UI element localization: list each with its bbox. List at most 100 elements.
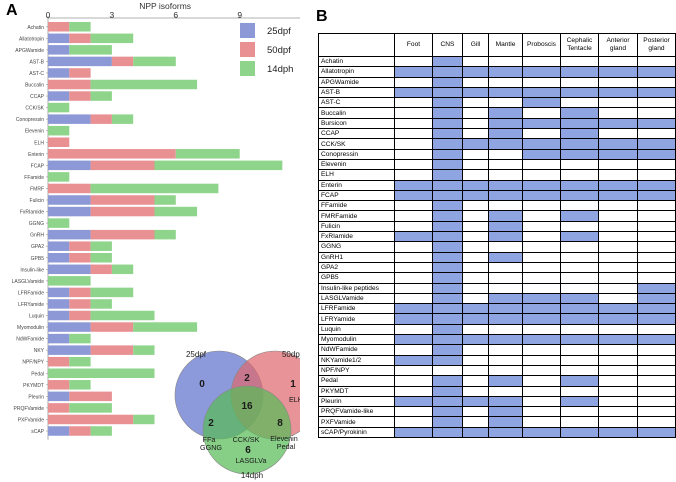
expression-cell-on [560,231,599,243]
expression-cell-on [522,313,561,325]
expression-cell-off [598,364,638,377]
expression-cell-on [488,313,523,325]
expression-cell-off [598,261,638,274]
expression-cell-on [560,66,599,78]
panel-a: A NPP isoforms 0 3 6 9 Achatin Allatotropin APG… [0,0,300,482]
expression-cell-off [598,169,638,181]
y-tick-label: LFRFamide [18,290,44,296]
expression-cell-off [522,364,561,377]
expression-cell-off [462,272,489,284]
row-label: AST-C [318,97,395,109]
y-tick-label: PRQFVamide [14,406,45,412]
expression-cell-off [637,354,676,366]
expression-cell-off [560,261,599,274]
expression-cell-off [394,261,433,274]
row-label: Bursicon [318,117,395,130]
y-tick-label: APGWamide [15,48,44,54]
expression-cell-off [522,261,561,274]
expression-cell-on [560,138,599,150]
bar-segment-14dph [133,345,155,355]
bar-segment-50dpf [90,206,155,217]
bar-segment-25dpf [48,206,91,217]
expression-cell-on [560,179,599,191]
expression-cell-off [598,292,638,305]
legend-swatch [240,23,255,38]
expression-cell-off [394,364,433,377]
row-label: Elevenin [318,158,395,171]
table-row: AST-C [318,97,676,109]
expression-cell-on [598,313,638,325]
bar-segment-50dpf [90,322,134,332]
expression-cell-off [560,272,599,284]
y-tick-label: Pleurin [28,394,44,400]
expression-cell-on [462,86,489,99]
expression-cell-off [394,55,433,68]
expression-cell-on [488,138,523,150]
y-tick-label: LASGLVamide [12,279,45,285]
bar-segment-50dpf [48,183,91,194]
expression-cell-on [432,138,463,150]
expression-cell-on [432,231,463,243]
expression-cell-on [560,117,599,130]
legend-swatch [240,61,255,76]
expression-cell-off [394,282,433,294]
y-tick-label: GPB5 [31,256,45,262]
expression-cell-on [432,303,463,315]
expression-cell-on [637,86,676,99]
venn-region-item: GGNG [200,443,222,452]
bar-segment-25dpf [48,310,70,321]
table-row: FCAP [318,189,676,202]
x-tick-label: 6 [173,10,178,20]
expression-cell-on [432,220,463,233]
expression-cell-on [432,210,463,222]
y-tick-label: GnRH [30,233,44,239]
bar-segment-25dpf [48,91,70,101]
expression-cell-off [522,406,561,418]
expression-cell-off [598,107,638,119]
bar-segment-50dpf [69,299,91,309]
legend-label: 25dpf [267,26,291,37]
venn-region-count: 2 [208,418,214,429]
expression-cell-on [598,66,638,78]
expression-cell-off [637,272,676,284]
expression-cell-on [488,406,523,418]
expression-cell-off [637,231,676,243]
y-tick-label: Achatin [27,25,44,31]
expression-cell-off [462,117,489,130]
expression-cell-off [560,55,599,68]
expression-cell-on [488,395,523,408]
expression-cell-on [522,334,561,346]
expression-cell-off [394,97,433,109]
expression-cell-on [488,251,523,263]
table-row: Bursicon [318,117,676,130]
expression-cell-off [522,231,561,243]
y-tick-label: Conopressin [16,117,44,123]
bar-segment-14dph [69,380,91,390]
bar-segment-50dpf [69,91,91,101]
expression-cell-off [394,200,433,212]
expression-cell-off [462,97,489,109]
column-header: Posterior gland [637,33,676,57]
y-tick-label: AST-C [29,71,44,77]
bar-segment-14dph [69,22,91,32]
expression-cell-off [598,385,638,397]
expression-cell-off [598,158,638,171]
bar-segment-14dph [48,102,70,113]
expression-cell-on [432,241,463,253]
expression-cell-off [598,416,638,428]
expression-cell-off [488,344,523,356]
bar-segment-50dpf [48,403,70,413]
bar-segment-25dpf [48,426,70,436]
expression-cell-on [560,189,599,202]
expression-cell-off [522,344,561,356]
row-label: FFamide [318,200,395,212]
expression-cell-off [560,76,599,88]
y-tick-label: Elevenin [25,129,44,135]
table-row: Achatin [318,55,676,68]
y-tick-label: Pedal [31,371,44,377]
expression-cell-on [432,107,463,119]
venn-region-count: 6 [245,445,251,456]
expression-cell-off [522,55,561,68]
expression-cell-on [432,251,463,263]
expression-cell-off [637,107,676,119]
